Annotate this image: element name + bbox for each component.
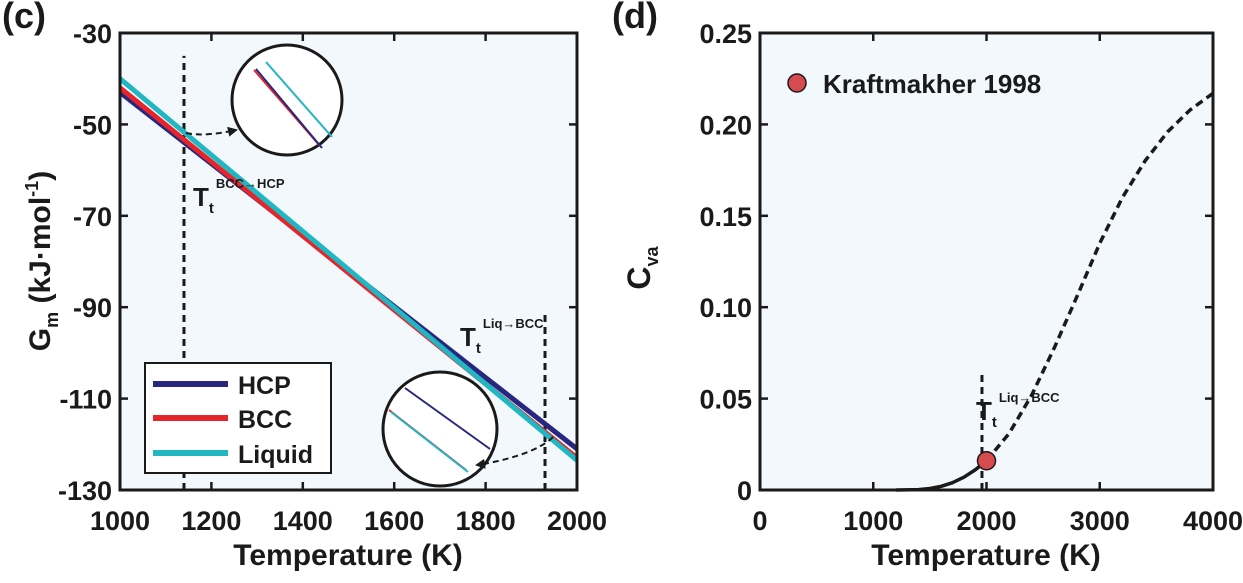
annotation-liq-bcc-d: TtLiq→BCC (976, 390, 1060, 431)
x-tick-label: 1600 (364, 506, 424, 536)
panel-label-c: (c) (2, 0, 46, 36)
y-tick-label: -110 (59, 385, 112, 415)
inset-arrow-bottom (475, 436, 554, 469)
y-tick-label: 0.10 (699, 293, 752, 323)
panel-d: 0 1000 2000 3000 4000 00.050.100.150.200.25 … (612, 0, 1243, 572)
y-tick-label: -90 (73, 293, 112, 323)
inset-bottom-hcp (404, 387, 491, 450)
inset-top-liquid (265, 61, 333, 138)
legend-d: Kraftmakher 1998 (787, 69, 1041, 99)
annotation-liq-bcc-c: TtLiq→BCC (460, 316, 544, 357)
zoom-inset-bottom (381, 370, 499, 488)
inset-top-hcp (255, 68, 323, 149)
axes-frame-c (118, 31, 579, 492)
inset-bottom-liquid (390, 411, 469, 473)
data-point-kraftmakher (976, 451, 997, 471)
inset-arrow-top (185, 126, 238, 137)
series-line-extrapolated (985, 91, 1215, 462)
y-axis-label-c: Gm (kJ·mol-1) (22, 171, 62, 351)
y-tick-label: -50 (73, 110, 112, 140)
plot-area-d (760, 33, 1213, 490)
x-tick-label: 3000 (1070, 506, 1130, 536)
x-axis-label-c: Temperature (K) (233, 539, 462, 572)
x-tick-label: 4000 (1183, 506, 1243, 536)
y-axis-label-d: Cva (621, 245, 662, 289)
x-tick-label: 1200 (181, 506, 241, 536)
legend-label-bcc: BCC (238, 406, 292, 434)
zoom-inset-top (230, 43, 344, 157)
annotation-bcc-hcp: TtBCC→HCP (193, 176, 285, 217)
y-tick-label: 0.20 (699, 110, 752, 140)
y-tick-label: -30 (73, 19, 112, 49)
x-tick-label: 1400 (273, 506, 333, 536)
legend-marker-kraftmakher (787, 73, 807, 93)
y-tick-label: 0.05 (699, 385, 752, 415)
panel-c: 1000 1200 1400 1600 1800 2000 -30 -50 -70 -90 -11… (2, 0, 607, 572)
panel-label-d: (d) (612, 0, 658, 36)
legend-label-liquid: Liquid (238, 441, 313, 469)
y-tick-label: 0.15 (699, 202, 752, 232)
x-tick-label: 2000 (956, 506, 1016, 536)
x-tick-label: 1000 (843, 506, 903, 536)
series-line-liquid (118, 76, 579, 463)
legend-label-hcp: HCP (238, 372, 291, 400)
x-tick-label: 1000 (90, 506, 150, 536)
x-tick-label: 1800 (456, 506, 516, 536)
x-axis-label-d: Temperature (K) (871, 539, 1100, 572)
y-tick-label: -130 (58, 476, 112, 506)
y-tick-label: 0.25 (699, 19, 752, 49)
y-tick-label: -70 (73, 202, 112, 232)
legend-label-kraftmakher: Kraftmakher 1998 (823, 69, 1041, 99)
x-tick-label: 2000 (547, 506, 607, 536)
x-tick-label: 0 (752, 506, 767, 536)
y-tick-label: 0 (737, 476, 752, 506)
legend-c: HCP BCC Liquid (144, 362, 332, 474)
